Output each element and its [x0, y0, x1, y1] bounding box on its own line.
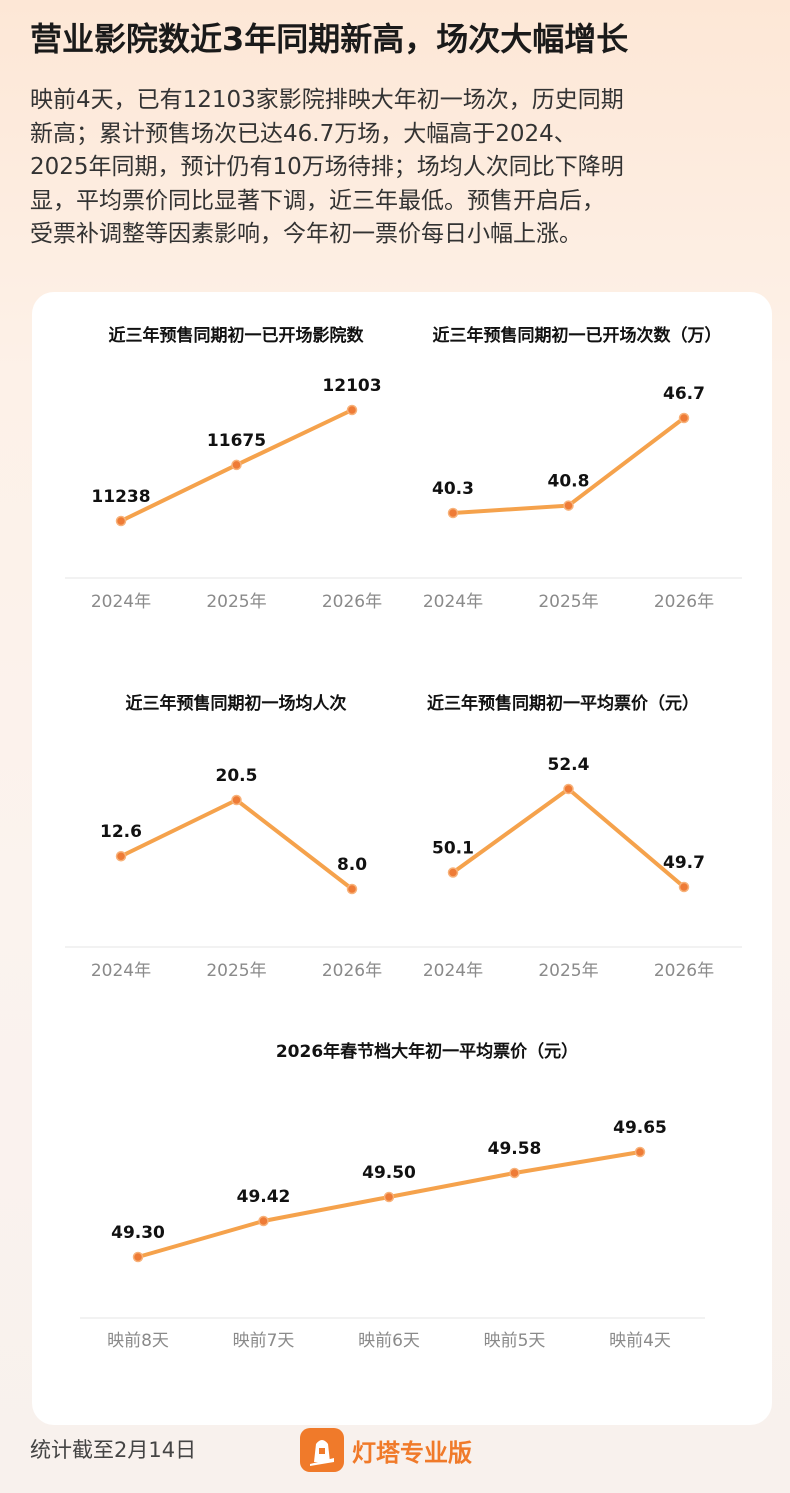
point — [678, 881, 690, 893]
point — [231, 459, 242, 471]
value-label: 49.7 — [663, 853, 705, 873]
intro-line: 2025年同期，预计仍有10万场待排；场均人次同比下降明 — [30, 154, 624, 180]
intro-line: 映前4天，已有12103家影院排映大年初一场次，历史同期 — [30, 87, 624, 113]
point — [563, 783, 574, 795]
value-label: 49.50 — [362, 1163, 416, 1183]
value-label: 40.8 — [548, 472, 590, 492]
x-tick-label: 映前6天 — [358, 1331, 420, 1351]
value-label: 46.7 — [663, 384, 705, 404]
value-label: 8.0 — [337, 855, 367, 875]
value-label: 12.6 — [100, 822, 142, 842]
value-label: 11238 — [91, 487, 150, 507]
intro-line: 显，平均票价同比显著下调，近三年最低。预售开启后， — [30, 187, 605, 214]
value-label: 49.30 — [111, 1223, 165, 1243]
x-tick-label: 2026年 — [322, 961, 382, 981]
point — [132, 1251, 144, 1263]
point — [231, 794, 242, 806]
x-tick-label: 2025年 — [206, 592, 266, 612]
x-tick-label: 2024年 — [423, 592, 483, 612]
footer-note: 统计截至2月14日 — [30, 1438, 197, 1462]
point — [258, 1215, 269, 1227]
x-tick-label: 2025年 — [538, 961, 598, 981]
value-label: 40.3 — [432, 479, 474, 499]
intro-text: 映前4天，已有12103家影院排映大年初一场次，历史同期 新高；累计预售场次已达4… — [30, 84, 624, 252]
x-tick-label: 映前7天 — [233, 1331, 295, 1351]
line — [119, 798, 354, 891]
value-label: 20.5 — [216, 766, 258, 786]
point — [447, 507, 459, 519]
x-tick-label: 2026年 — [654, 961, 714, 981]
brand-icon — [300, 1428, 344, 1472]
x-tick-label: 2025年 — [538, 592, 598, 612]
point — [115, 850, 127, 862]
chart-title: 近三年预售同期初一已开场影院数 — [109, 325, 365, 346]
value-label: 49.65 — [613, 1118, 667, 1138]
point — [634, 1146, 646, 1158]
point — [346, 883, 358, 895]
headline: 营业影院数近3年同期新高，场次大幅增长 — [30, 20, 629, 58]
x-tick-label: 映前5天 — [484, 1331, 546, 1351]
value-label: 52.4 — [548, 755, 590, 775]
x-tick-label: 2024年 — [423, 961, 483, 981]
point — [346, 404, 358, 416]
x-tick-label: 映前4天 — [609, 1331, 671, 1351]
x-tick-label: 2025年 — [206, 961, 266, 981]
x-tick-label: 2026年 — [322, 592, 382, 612]
chart-title: 近三年预售同期初一场均人次 — [126, 693, 347, 714]
brand-logo: 灯塔专业版 — [300, 1428, 472, 1472]
point — [447, 867, 459, 878]
line — [451, 787, 686, 889]
x-tick-label: 2024年 — [91, 961, 151, 981]
x-tick-label: 2026年 — [654, 592, 714, 612]
chart-title: 2026年春节档大年初一平均票价（元） — [276, 1041, 578, 1062]
x-tick-label: 映前8天 — [107, 1331, 169, 1351]
value-label: 11675 — [207, 431, 266, 451]
intro-line: 新高；累计预售场次已达46.7万场，大幅高于2024、 — [30, 120, 577, 147]
value-label: 12103 — [322, 376, 381, 396]
point — [678, 412, 690, 424]
point — [509, 1167, 520, 1179]
point — [115, 515, 127, 527]
point — [383, 1191, 395, 1203]
x-tick-label: 2024年 — [91, 592, 151, 612]
chart-title: 近三年预售同期初一平均票价（元） — [427, 693, 699, 714]
brand-name: 灯塔专业版 — [352, 1438, 472, 1467]
line — [451, 416, 686, 515]
intro-line: 受票补调整等因素影响，今年初一票价每日小幅上涨。 — [30, 221, 582, 247]
chart-title: 近三年预售同期初一已开场次数（万） — [433, 325, 722, 346]
point — [563, 500, 574, 511]
value-label: 49.58 — [488, 1139, 542, 1159]
value-label: 50.1 — [432, 838, 474, 858]
value-label: 49.42 — [237, 1187, 291, 1207]
